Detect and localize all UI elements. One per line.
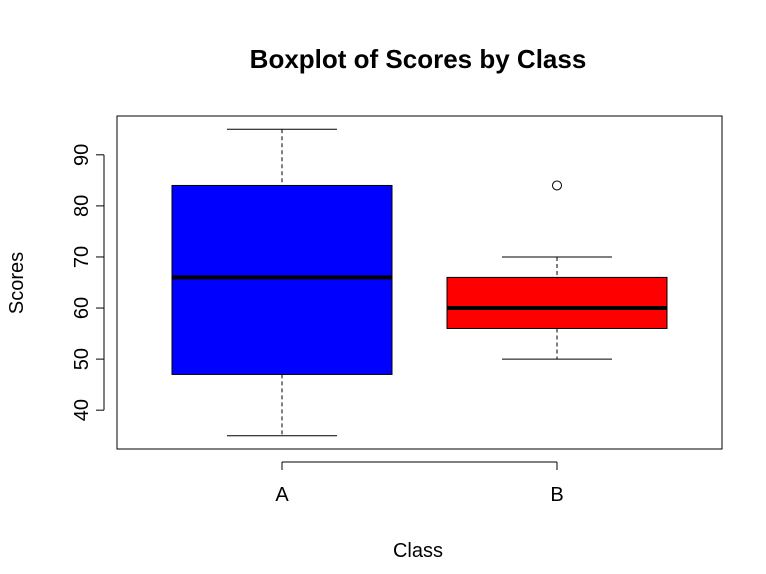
box-iqr xyxy=(171,184,393,375)
box-iqr xyxy=(446,276,668,329)
x-tick-label: A xyxy=(275,484,289,506)
box-B xyxy=(446,180,668,360)
y-axis: 40 50 60 70 80 90 xyxy=(71,144,105,421)
boxes xyxy=(171,128,668,437)
x-tick-label: B xyxy=(550,484,563,506)
x-axis-label: Class xyxy=(393,540,443,562)
plot-frame xyxy=(116,115,723,450)
y-tick-label: 60 xyxy=(71,297,93,319)
chart-title: Boxplot of Scores by Class xyxy=(250,44,587,74)
outlier-point xyxy=(552,180,562,191)
box-A xyxy=(171,128,393,437)
y-tick-label: 80 xyxy=(71,195,93,217)
y-tick-label: 90 xyxy=(71,144,93,166)
y-tick-label: 40 xyxy=(71,399,93,421)
y-tick-label: 70 xyxy=(71,246,93,268)
y-tick-label: 50 xyxy=(71,348,93,370)
y-axis-label: Scores xyxy=(6,252,28,314)
